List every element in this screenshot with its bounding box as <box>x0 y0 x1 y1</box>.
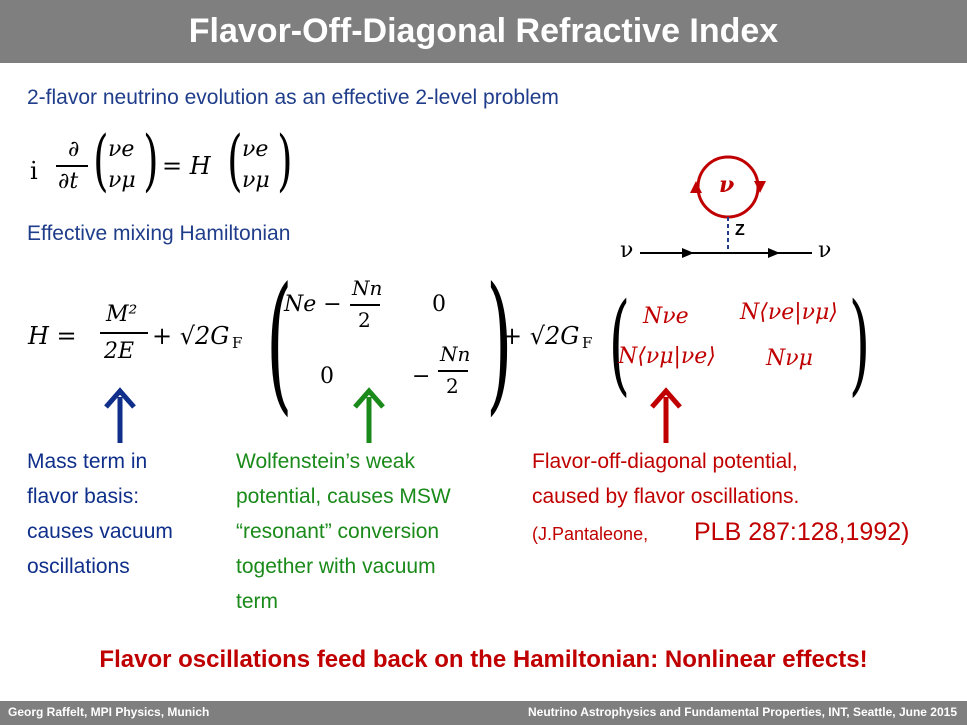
conclusion-text: Flavor oscillations feed back on the Ham… <box>99 646 868 673</box>
footer-bar <box>0 701 967 725</box>
matrix2-paren-close: ) <box>848 279 871 407</box>
eq1-fraction-bar <box>56 165 88 167</box>
eq2-h-eq: H = <box>28 322 77 350</box>
offdiag-note-line-2: caused by flavor oscillations. <box>532 485 800 508</box>
matrix2-n-numu: Nνμ <box>766 346 813 371</box>
matrix1-nn-top: Nn <box>352 276 383 300</box>
reference-prefix: (J.Pantaleone, <box>532 524 649 544</box>
mass-note-line-1: Mass term in <box>27 450 148 473</box>
eq1-equals-h: = H <box>162 152 211 180</box>
wolf-note-line-1: Wolfenstein’s weak <box>236 450 415 473</box>
title-bar <box>0 0 967 63</box>
reference-citation: PLB 287:128,1992) <box>694 518 910 546</box>
eq2-sqrt2gf-1: + √2G <box>152 322 230 350</box>
matrix2-n-numu-nue: N⟨νμ|νe⟩ <box>618 344 716 369</box>
right-nu-label: ν <box>818 238 832 263</box>
line-arrow-left <box>682 248 694 258</box>
loop-arrow-right <box>754 181 766 193</box>
wolf-note-line-2: potential, causes MSW <box>236 485 451 508</box>
mass-note-line-4: oscillations <box>27 555 130 578</box>
matrix1-paren-open: ( <box>266 256 293 430</box>
eq2-2e: 2E <box>104 339 135 364</box>
eq2-sqrt2gf-2: + √2G <box>502 322 580 350</box>
matrix1-fraction-bar-1 <box>350 304 380 306</box>
matrix2-paren-open: ( <box>608 279 631 407</box>
footer-author: Georg Raffelt, MPI Physics, Munich <box>8 705 210 719</box>
loop-arrow-left <box>690 181 702 193</box>
eq1-partial: ∂ <box>68 137 80 162</box>
hamiltonian-label: Effective mixing Hamiltonian <box>27 222 291 245</box>
matrix2-n-nue-numu: N⟨νe|νμ⟩ <box>740 300 838 325</box>
eq1-nu-mu-2: νμ <box>242 168 270 193</box>
eq1-nu-e-2: νe <box>242 137 269 162</box>
matrix2-n-nue: Nνe <box>643 304 689 329</box>
z-label: Z <box>735 222 745 239</box>
matrix1-two-bottom: 2 <box>446 374 459 398</box>
matrix1-minus: − <box>412 364 431 389</box>
slide-title: Flavor-Off-Diagonal Refractive Index <box>188 12 779 50</box>
matrix1-zero-bottom: 0 <box>320 364 334 389</box>
eq2-f-sub-2: F <box>582 334 593 352</box>
left-nu-label: ν <box>620 238 634 263</box>
eq1-paren-close: ) <box>143 122 159 199</box>
matrix1-fraction-bar-2 <box>438 370 468 372</box>
mass-note-line-3: causes vacuum <box>27 520 173 543</box>
eq2-fraction-bar-1 <box>100 332 148 334</box>
eq2-m2: M² <box>106 302 138 327</box>
wolfenstein-arrow <box>353 387 385 443</box>
eq1-paren2-open: ( <box>227 122 243 199</box>
offdiag-note-line-1: Flavor-off-diagonal potential, <box>532 450 798 473</box>
mass-note-line-2: flavor basis: <box>27 485 140 508</box>
matrix1-paren-close: ) <box>486 256 513 430</box>
eq1-paren2-close: ) <box>277 122 293 199</box>
wolf-note-line-5: term <box>236 590 278 613</box>
matrix1-zero-top: 0 <box>432 292 446 317</box>
eq1-nu-mu: νμ <box>108 168 136 193</box>
matrix1-ne-minus: Ne − <box>284 292 342 317</box>
wolf-note-line-4: together with vacuum <box>236 555 436 578</box>
eq1-paren-open: ( <box>93 122 109 199</box>
tadpole-diagram <box>640 155 812 258</box>
offdiagonal-arrow <box>650 387 682 443</box>
intro-text: 2-flavor neutrino evolution as an effect… <box>27 86 559 109</box>
footer-event: Neutrino Astrophysics and Fundamental Pr… <box>528 705 957 719</box>
eq1-partial-t: ∂t <box>58 169 79 194</box>
line-arrow-right <box>768 248 780 258</box>
mass-term-arrow <box>104 387 136 443</box>
wolf-note-line-3: “resonant” conversion <box>236 520 440 543</box>
loop-nu-label: ν <box>719 172 735 198</box>
eq2-f-sub-1: F <box>232 334 243 352</box>
matrix1-two-top: 2 <box>358 308 371 332</box>
eq1-nu-e: νe <box>108 137 135 162</box>
eq1-i: i <box>30 157 38 185</box>
matrix1-nn-bottom: Nn <box>440 342 471 366</box>
